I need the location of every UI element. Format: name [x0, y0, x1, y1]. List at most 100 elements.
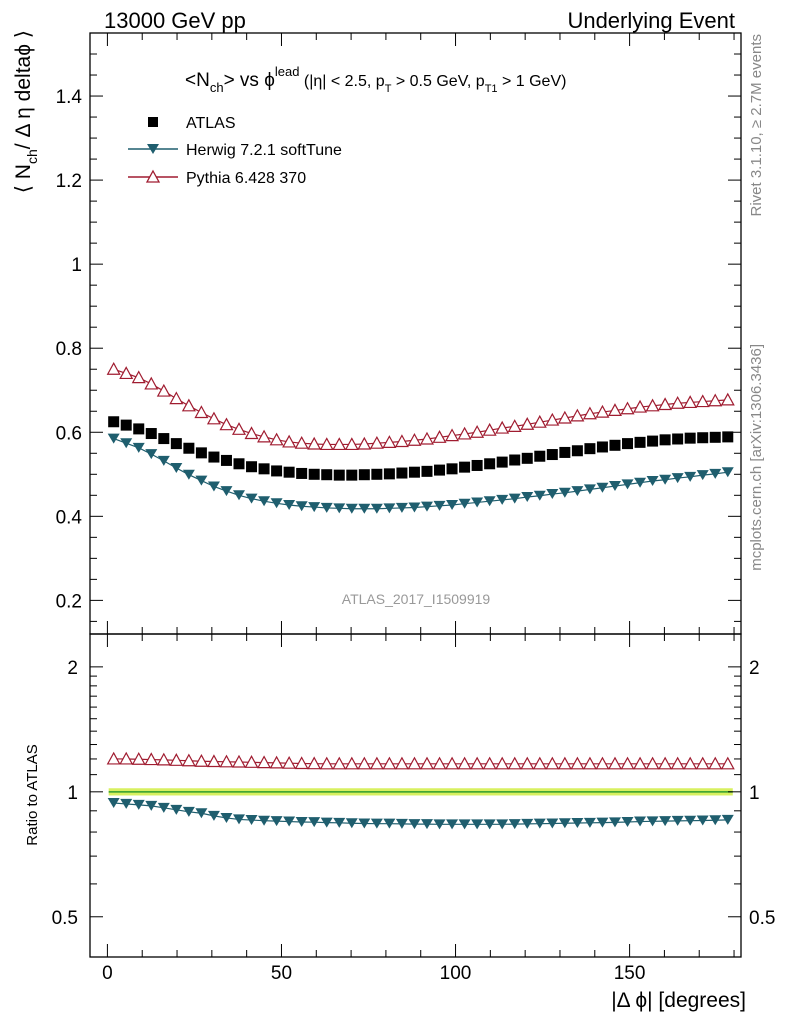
y-tick-label: 0.2 — [56, 591, 82, 612]
herwig-ratio-point — [283, 816, 296, 827]
ratio-y-axis-label: Ratio to ATLAS — [24, 744, 41, 845]
herwig-point — [333, 503, 346, 514]
pythia-point — [445, 428, 460, 442]
pythia-point — [645, 398, 660, 412]
pythia-line — [113, 368, 728, 446]
atlas-point — [208, 451, 220, 463]
pythia-ratio-point — [670, 756, 685, 770]
herwig-ratio-point — [245, 815, 258, 826]
herwig-ratio-point — [433, 819, 446, 830]
atlas-point — [584, 443, 596, 455]
y-tick-label: 0.8 — [56, 339, 82, 360]
analysis-id: ATLAS_2017_I1509919 — [342, 591, 491, 607]
herwig-point — [107, 433, 120, 444]
pythia-ratio-point — [482, 756, 497, 770]
atlas-point — [659, 434, 671, 446]
pythia-ratio-point — [382, 756, 397, 770]
atlas-point — [596, 441, 608, 453]
herwig-point — [433, 500, 446, 511]
pythia-point — [683, 395, 698, 409]
pythia-ratio-point — [194, 753, 209, 767]
atlas-point — [220, 454, 232, 466]
atlas-point — [496, 456, 508, 468]
pythia-point — [119, 366, 134, 380]
ratio-band — [108, 788, 733, 796]
pythia-point — [670, 396, 685, 409]
herwig-point — [320, 502, 333, 513]
pythia-point — [633, 399, 648, 413]
atlas-point — [571, 445, 583, 457]
pythia-ratio-point — [532, 756, 547, 770]
pythia-ratio-point — [595, 756, 610, 770]
pythia-ratio-point — [545, 756, 560, 770]
herwig-point — [659, 474, 672, 485]
herwig-ratio-point — [521, 818, 534, 829]
atlas-point — [170, 438, 182, 450]
x-tick-label: 100 — [440, 963, 472, 984]
herwig-point — [571, 486, 584, 497]
pythia-ratio-point — [557, 756, 572, 770]
pythia-ratio-point — [470, 756, 485, 770]
pythia-ratio-point — [257, 755, 272, 769]
herwig-point — [308, 502, 321, 513]
herwig-ratio-point — [671, 815, 684, 826]
pythia-point — [244, 426, 259, 440]
main-series — [106, 361, 735, 514]
atlas-point — [396, 467, 408, 479]
herwig-ratio-point — [684, 815, 697, 826]
herwig-point — [195, 475, 208, 486]
pythia-ratio-point — [607, 756, 622, 770]
pythia-ratio-point — [445, 756, 460, 770]
herwig-ratio-point — [395, 818, 408, 829]
herwig-point — [220, 486, 233, 497]
herwig-point — [621, 479, 634, 490]
herwig-ratio-point — [170, 804, 183, 815]
herwig-point — [232, 490, 245, 501]
herwig-point — [721, 467, 734, 478]
atlas-point — [383, 468, 395, 480]
herwig-point — [258, 496, 271, 507]
pythia-point — [131, 370, 146, 384]
atlas-point — [509, 454, 521, 466]
herwig-ratio-point — [270, 816, 283, 827]
pythia-ratio-point — [231, 754, 247, 768]
atlas-point — [183, 442, 195, 454]
x-tick-label: 150 — [614, 963, 646, 984]
pythia-point — [507, 419, 522, 432]
atlas-point — [333, 469, 345, 481]
pythia-point — [695, 394, 710, 408]
herwig-ratio-point — [333, 817, 346, 828]
herwig-ratio-point — [220, 812, 233, 823]
pythia-ratio-point — [206, 754, 221, 768]
herwig-ratio-point — [458, 819, 471, 830]
legend: ATLAS Herwig 7.2.1 softTune Pythia 6.428… — [128, 115, 342, 187]
atlas-point — [471, 459, 483, 471]
atlas-point — [722, 431, 734, 443]
atlas-point — [546, 449, 558, 461]
herwig-point — [634, 477, 647, 488]
atlas-point — [158, 433, 170, 445]
herwig-point — [583, 484, 596, 495]
ratio-y-tick-label: 0.5 — [52, 908, 78, 929]
herwig-ratio-point — [659, 816, 672, 827]
pythia-ratio-point — [369, 756, 384, 770]
herwig-point — [383, 503, 396, 514]
pythia-point — [532, 414, 547, 428]
ratio-y-tick-label-right: 2 — [749, 658, 760, 679]
pythia-point — [194, 405, 209, 419]
herwig-point — [182, 469, 195, 480]
herwig-ratio-point — [646, 816, 659, 827]
herwig-point — [157, 455, 170, 466]
herwig-point — [471, 497, 484, 508]
herwig-ratio-point — [583, 817, 596, 828]
pythia-point — [557, 410, 572, 424]
legend-pythia-marker — [145, 169, 161, 183]
herwig-ratio-point — [182, 806, 195, 817]
legend-atlas-marker — [148, 117, 158, 127]
pythia-ratio-point — [432, 756, 447, 770]
legend-atlas-label: ATLAS — [186, 115, 236, 132]
herwig-ratio-point — [483, 819, 496, 830]
x-tick-label: 0 — [102, 963, 113, 984]
pythia-ratio-point — [119, 751, 134, 765]
atlas-point — [672, 433, 684, 445]
